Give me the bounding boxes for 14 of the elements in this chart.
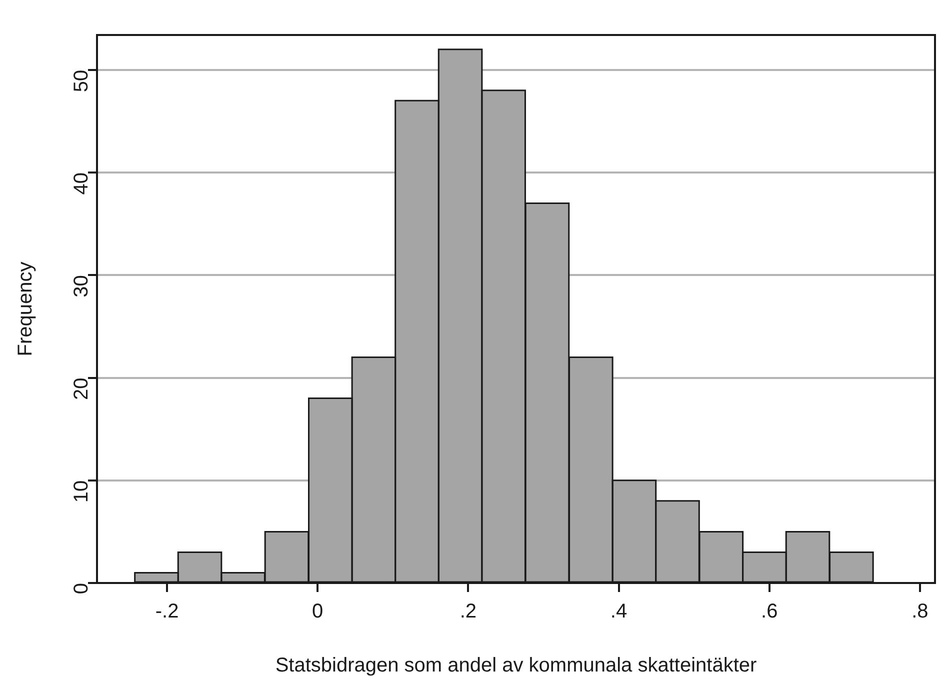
y-tick-label: 40 bbox=[70, 172, 93, 195]
y-axis-title: Frequency bbox=[14, 262, 37, 356]
y-tick-label: 0 bbox=[70, 583, 93, 594]
x-axis-title: Statsbidragen som andel av kommunala skatteintäkter bbox=[275, 654, 758, 677]
y-tick-label: 30 bbox=[70, 275, 93, 298]
y-tick-label: 10 bbox=[70, 480, 93, 503]
y-tick-label: 20 bbox=[70, 378, 93, 400]
y-tick-label: 50 bbox=[70, 70, 93, 92]
x-tick-label: .8 bbox=[912, 600, 928, 623]
x-tick-label: .2 bbox=[460, 600, 477, 623]
x-tick-label: -.2 bbox=[155, 600, 179, 623]
x-tick-label: .6 bbox=[761, 600, 778, 623]
x-tick-label: 0 bbox=[312, 600, 324, 623]
x-tick-label: .4 bbox=[610, 600, 628, 623]
